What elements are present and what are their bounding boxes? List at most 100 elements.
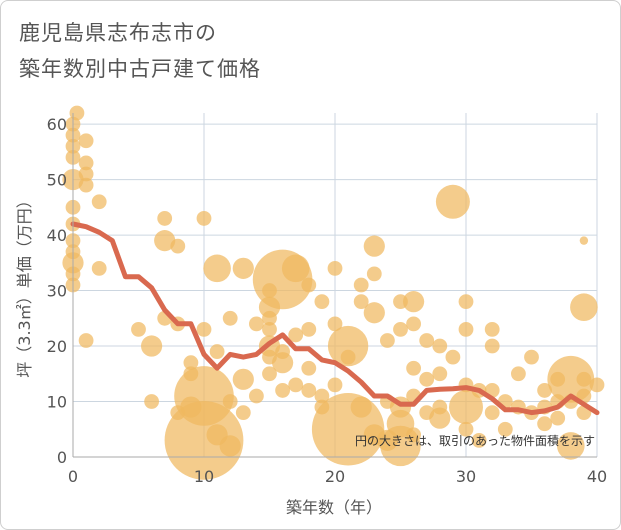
bubble-point: [209, 344, 225, 359]
bubble-point: [484, 321, 500, 337]
y-tick-label: 30: [47, 282, 67, 301]
y-tick-label: 20: [47, 337, 67, 356]
bubble-point: [350, 396, 372, 418]
bubble-series: [62, 105, 605, 480]
bubble-point: [78, 177, 94, 193]
bubble-point: [589, 377, 605, 393]
bubble-point: [576, 371, 592, 387]
bubble-point: [484, 405, 500, 421]
bubble-point: [69, 105, 85, 121]
bubble-point: [340, 349, 356, 365]
bubble-point: [183, 355, 199, 371]
bubble-point: [327, 260, 343, 276]
bubble-point: [537, 416, 552, 432]
bubble-point: [449, 390, 483, 425]
bubble-point: [429, 407, 451, 429]
bubble-point: [164, 400, 244, 480]
bubble-point: [419, 371, 435, 387]
bubble-point: [232, 368, 254, 390]
bubble-point: [327, 377, 343, 393]
bubble-point: [157, 211, 173, 226]
bubble-point: [363, 302, 385, 324]
bubble-point: [393, 321, 408, 337]
bubble-point: [262, 310, 277, 326]
bubble-point: [458, 421, 474, 437]
bubble-point: [353, 294, 369, 310]
bubble-point: [432, 366, 448, 382]
bubble-point: [550, 410, 566, 426]
bubble-point: [78, 133, 94, 149]
x-tick-label: 20: [325, 467, 345, 486]
bubble-point: [570, 293, 598, 321]
bubble-point: [78, 333, 94, 348]
bubble-point: [511, 366, 526, 382]
bubble-point: [301, 383, 317, 398]
chart-title: 鹿児島県志布志市の 築年数別中古戸建て価格: [19, 15, 261, 87]
y-tick-label: 50: [47, 171, 67, 190]
bubble-point: [403, 291, 425, 313]
bubble-point: [445, 349, 461, 365]
bubble-point: [301, 360, 317, 376]
chart-title-line1: 鹿児島県志布志市の: [19, 21, 217, 45]
bubble-point: [458, 321, 474, 337]
bubble-point: [235, 405, 251, 421]
x-axis-label: 築年数（年）: [286, 498, 382, 517]
bubble-point: [363, 235, 385, 257]
x-tick-label: 40: [587, 467, 607, 486]
bubble-point: [497, 421, 513, 437]
bubble-point: [78, 166, 94, 182]
bubble-point: [537, 383, 552, 398]
bubble-point: [249, 388, 264, 404]
bubble-point: [557, 432, 585, 460]
bubble-point: [484, 338, 500, 354]
bubble-point: [288, 327, 304, 343]
bubble-point: [91, 194, 107, 210]
bubble-point: [219, 435, 241, 457]
bubble-point: [419, 333, 435, 348]
bubble-point: [458, 294, 474, 310]
bubble-point: [406, 427, 421, 443]
bubble-point: [131, 321, 146, 337]
y-tick-label: 60: [47, 115, 67, 134]
bubble-point: [288, 377, 304, 393]
x-tick-label: 0: [68, 467, 78, 486]
bubble-point: [366, 266, 382, 282]
bubble-point: [262, 366, 277, 382]
bubble-point: [314, 294, 330, 310]
x-tick-label: 30: [456, 467, 476, 486]
bubble-point: [196, 211, 212, 226]
bubble-point: [301, 321, 317, 337]
x-tick-label: 10: [194, 467, 214, 486]
bubble-point: [432, 338, 448, 354]
bubble-point: [327, 325, 369, 367]
bubble-point: [144, 394, 160, 409]
bubble-point: [222, 394, 238, 409]
axes: 0 10 20 30 40 50 60 0 10 20 30 40: [47, 113, 607, 486]
bubble-point: [275, 383, 290, 398]
bubble-point: [78, 155, 94, 171]
bubble-point: [406, 360, 421, 376]
size-annotation: 円の大きさは、取引のあった物件面積を示す: [355, 433, 595, 448]
bubble-point: [579, 236, 589, 245]
chart-title-line2: 築年数別中古戸建て価格: [19, 57, 261, 81]
bubble-point: [406, 316, 421, 332]
bubble-point: [222, 310, 238, 326]
trend-line: [70, 221, 600, 416]
y-tick-label: 40: [47, 226, 67, 245]
bubble-point: [314, 388, 330, 404]
bubble-point: [141, 335, 163, 357]
bubble-point: [272, 352, 294, 374]
bubble-point: [196, 321, 212, 337]
y-tick-label: 10: [47, 393, 67, 412]
bubble-point: [281, 254, 310, 283]
bubble-point: [232, 257, 254, 279]
bubble-point: [327, 316, 343, 332]
bubble-point: [249, 316, 264, 332]
bubble-point: [91, 260, 107, 276]
bubble-point: [524, 349, 539, 365]
bubble-point: [170, 238, 186, 254]
bubble-point: [353, 277, 369, 293]
bubble-point: [154, 230, 176, 252]
